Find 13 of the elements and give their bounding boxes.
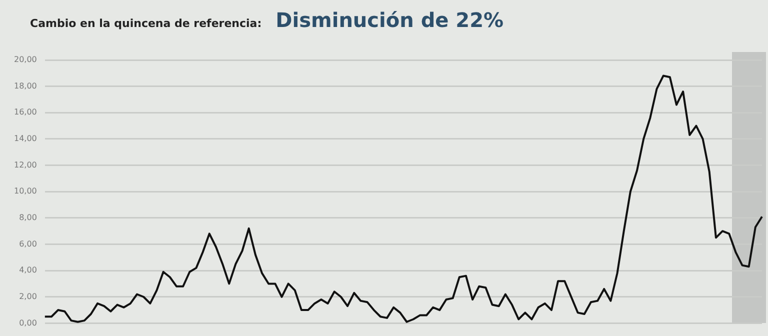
y-tick-label: 18,00 <box>14 81 37 90</box>
y-tick-label: 6,00 <box>19 239 37 248</box>
y-tick-label: 10,00 <box>14 186 37 196</box>
chart-subtitle: Disminución de 22% <box>276 8 504 32</box>
chart-title: Cambio en la quincena de referencia: <box>30 17 262 30</box>
y-tick-label: 12,00 <box>14 160 37 170</box>
y-tick-label: 14,00 <box>14 134 37 144</box>
y-tick-label: 4,00 <box>19 266 37 275</box>
y-tick-label: 16,00 <box>14 108 37 117</box>
y-tick-label: 2,00 <box>19 292 37 301</box>
y-tick-label: 8,00 <box>19 213 37 222</box>
y-tick-label: 0,00 <box>19 318 37 328</box>
y-tick-label: 20,00 <box>14 55 37 64</box>
